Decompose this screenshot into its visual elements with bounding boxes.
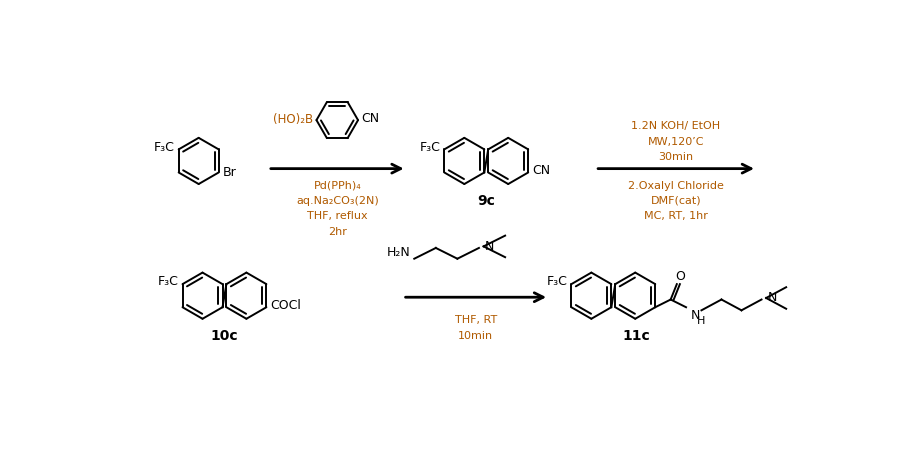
- Text: H: H: [697, 316, 705, 327]
- Text: (HO)₂B: (HO)₂B: [274, 113, 313, 126]
- Text: 9c: 9c: [478, 194, 495, 208]
- Text: F₃C: F₃C: [547, 275, 567, 288]
- Text: 30min: 30min: [659, 152, 694, 162]
- Text: Br: Br: [223, 166, 237, 179]
- Text: O: O: [675, 270, 685, 283]
- Text: F₃C: F₃C: [158, 275, 178, 288]
- Text: 2hr: 2hr: [328, 227, 346, 237]
- Text: 1.2N KOH/ EtOH: 1.2N KOH/ EtOH: [631, 122, 721, 131]
- Text: THF, RT: THF, RT: [455, 316, 497, 325]
- Text: MW,120’C: MW,120’C: [648, 137, 704, 146]
- Text: aq.Na₂CO₃(2N): aq.Na₂CO₃(2N): [296, 196, 379, 206]
- Text: Pd(PPh)₄: Pd(PPh)₄: [313, 181, 361, 190]
- Text: CN: CN: [361, 112, 379, 125]
- Text: DMF(cat): DMF(cat): [650, 196, 701, 206]
- Text: N: N: [690, 309, 700, 322]
- Text: 11c: 11c: [623, 329, 650, 343]
- Text: COCl: COCl: [270, 299, 301, 312]
- Text: N: N: [768, 292, 777, 304]
- Text: THF, reflux: THF, reflux: [307, 212, 368, 221]
- Text: F₃C: F₃C: [419, 140, 441, 153]
- Text: N: N: [485, 240, 494, 253]
- Text: CN: CN: [532, 164, 550, 177]
- Text: H₂N: H₂N: [386, 246, 410, 259]
- Text: 2.Oxalyl Chloride: 2.Oxalyl Chloride: [628, 181, 724, 190]
- Text: F₃C: F₃C: [154, 140, 175, 153]
- Text: MC, RT, 1hr: MC, RT, 1hr: [644, 212, 708, 221]
- Text: 10c: 10c: [211, 329, 238, 343]
- Text: 10min: 10min: [458, 331, 493, 340]
